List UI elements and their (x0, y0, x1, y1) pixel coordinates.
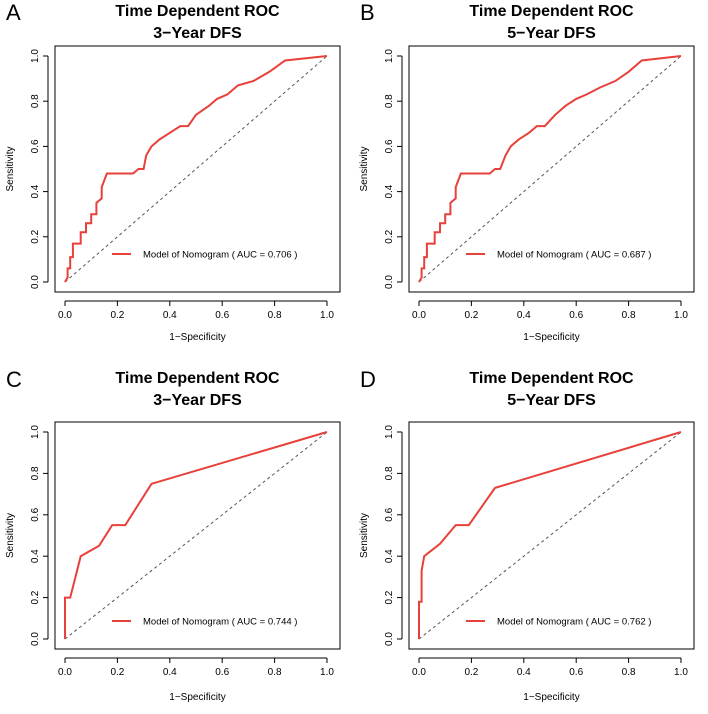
y-tick-label: 0.6 (384, 507, 395, 521)
panel-letter-d: D (360, 367, 376, 392)
y-tick-label: 1.0 (30, 49, 41, 63)
y-tick-label: 0.8 (384, 94, 395, 108)
reference-diagonal (64, 431, 328, 640)
chart-title-line: 5−Year DFS (507, 25, 596, 42)
y-tick-label: 0.6 (30, 139, 41, 153)
x-tick-label: 0.6 (215, 667, 229, 678)
y-tick-label: 0.8 (30, 94, 41, 108)
panel-letter-b: B (360, 0, 375, 25)
roc-chart-a: Time Dependent ROC 3−Year DFS 0.0 0.2 0.4 0.6… (5, 3, 341, 343)
y-axis-label: Sensitivity (359, 513, 370, 558)
y-tick-label: 0.2 (30, 590, 41, 604)
chart-title-line: Time Dependent ROC (469, 3, 634, 20)
x-axis-label: 1−Specificity (523, 332, 579, 343)
x-tick-label: 1.0 (320, 310, 334, 321)
roc-curve (418, 431, 682, 639)
x-tick-label: 0.6 (569, 667, 583, 678)
panel-letter-a: A (6, 0, 21, 25)
y-tick-label: 1.0 (30, 425, 41, 439)
x-tick-label: 0.0 (58, 667, 72, 678)
y-tick-label: 1.0 (384, 49, 395, 63)
roc-panel-c: C Time Dependent ROC 3−Year DFS 0.0 0.2 0.4 0… (0, 357, 354, 714)
roc-panel-a: A Time Dependent ROC 3−Year DFS 0.0 0.2 0.4 0… (0, 0, 354, 357)
x-tick-label: 1.0 (320, 667, 334, 678)
y-tick-label: 0.4 (30, 184, 41, 198)
reference-diagonal (64, 55, 328, 283)
y-tick-label: 0.4 (30, 549, 41, 563)
y-axis-label: Sensitivity (5, 146, 16, 191)
y-tick-label: 0.0 (30, 632, 41, 646)
roc-curve (64, 431, 328, 639)
chart-title-line: 5−Year DFS (507, 392, 596, 409)
y-tick-label: 0.4 (384, 184, 395, 198)
x-tick-label: 0.6 (569, 310, 583, 321)
roc-panel-b: B Time Dependent ROC 5−Year DFS 0.0 0.2 0.4 0… (354, 0, 708, 357)
chart-title-line: Time Dependent ROC (469, 370, 634, 387)
y-tick-label: 0.2 (384, 229, 395, 243)
y-axis-label: Sensitivity (5, 513, 16, 558)
chart-title-line: 3−Year DFS (153, 392, 242, 409)
legend-label: Model of Nomogram ( AUC = 0.687 ) (497, 250, 651, 261)
chart-title-line: Time Dependent ROC (115, 3, 280, 20)
reference-diagonal (418, 55, 682, 283)
chart-title-line: 3−Year DFS (153, 25, 242, 42)
y-tick-label: 0.2 (384, 590, 395, 604)
x-tick-label: 0.8 (268, 667, 282, 678)
y-tick-label: 0.0 (384, 275, 395, 289)
x-axis-label: 1−Specificity (523, 692, 579, 703)
x-tick-label: 0.2 (464, 667, 478, 678)
panel-letter-c: C (6, 367, 22, 392)
legend-label: Model of Nomogram ( AUC = 0.744 ) (143, 617, 297, 628)
x-tick-label: 1.0 (674, 310, 688, 321)
plot-frame (408, 421, 695, 650)
roc-chart-c: Time Dependent ROC 3−Year DFS 0.0 0.2 0.4 0.6… (5, 370, 341, 703)
y-tick-label: 0.6 (30, 507, 41, 521)
x-tick-label: 0.4 (163, 667, 177, 678)
x-tick-label: 0.8 (622, 667, 636, 678)
x-axis-label: 1−Specificity (169, 332, 225, 343)
y-axis-label: Sensitivity (359, 146, 370, 191)
x-tick-label: 0.4 (517, 310, 531, 321)
chart-title-line: Time Dependent ROC (115, 370, 280, 387)
x-tick-label: 1.0 (674, 667, 688, 678)
y-tick-label: 0.4 (384, 549, 395, 563)
roc-chart-b: Time Dependent ROC 5−Year DFS 0.0 0.2 0.4 0.6… (359, 3, 695, 343)
x-tick-label: 0.0 (412, 310, 426, 321)
roc-curve (418, 55, 682, 283)
x-tick-label: 0.8 (268, 310, 282, 321)
x-tick-label: 0.8 (622, 310, 636, 321)
legend-label: Model of Nomogram ( AUC = 0.762 ) (497, 617, 651, 628)
roc-chart-d: Time Dependent ROC 5−Year DFS 0.0 0.2 0.4 0.6… (359, 370, 695, 703)
y-tick-label: 0.6 (384, 139, 395, 153)
reference-diagonal (418, 431, 682, 640)
y-tick-label: 0.8 (384, 466, 395, 480)
x-tick-label: 0.2 (110, 667, 124, 678)
x-tick-label: 0.0 (412, 667, 426, 678)
x-tick-label: 0.4 (517, 667, 531, 678)
x-tick-label: 0.6 (215, 310, 229, 321)
y-tick-label: 0.0 (384, 632, 395, 646)
x-axis-label: 1−Specificity (169, 692, 225, 703)
roc-panel-d: D Time Dependent ROC 5−Year DFS 0.0 0.2 0.4 0… (354, 357, 708, 714)
legend-label: Model of Nomogram ( AUC = 0.706 ) (143, 250, 297, 261)
roc-curve (64, 55, 328, 283)
plot-frame (54, 421, 341, 650)
plot-frame (54, 45, 341, 293)
x-tick-label: 0.4 (163, 310, 177, 321)
y-tick-label: 1.0 (384, 425, 395, 439)
y-tick-label: 0.8 (30, 466, 41, 480)
y-tick-label: 0.0 (30, 275, 41, 289)
x-tick-label: 0.2 (464, 310, 478, 321)
x-tick-label: 0.2 (110, 310, 124, 321)
y-tick-label: 0.2 (30, 229, 41, 243)
plot-frame (408, 45, 695, 293)
x-tick-label: 0.0 (58, 310, 72, 321)
